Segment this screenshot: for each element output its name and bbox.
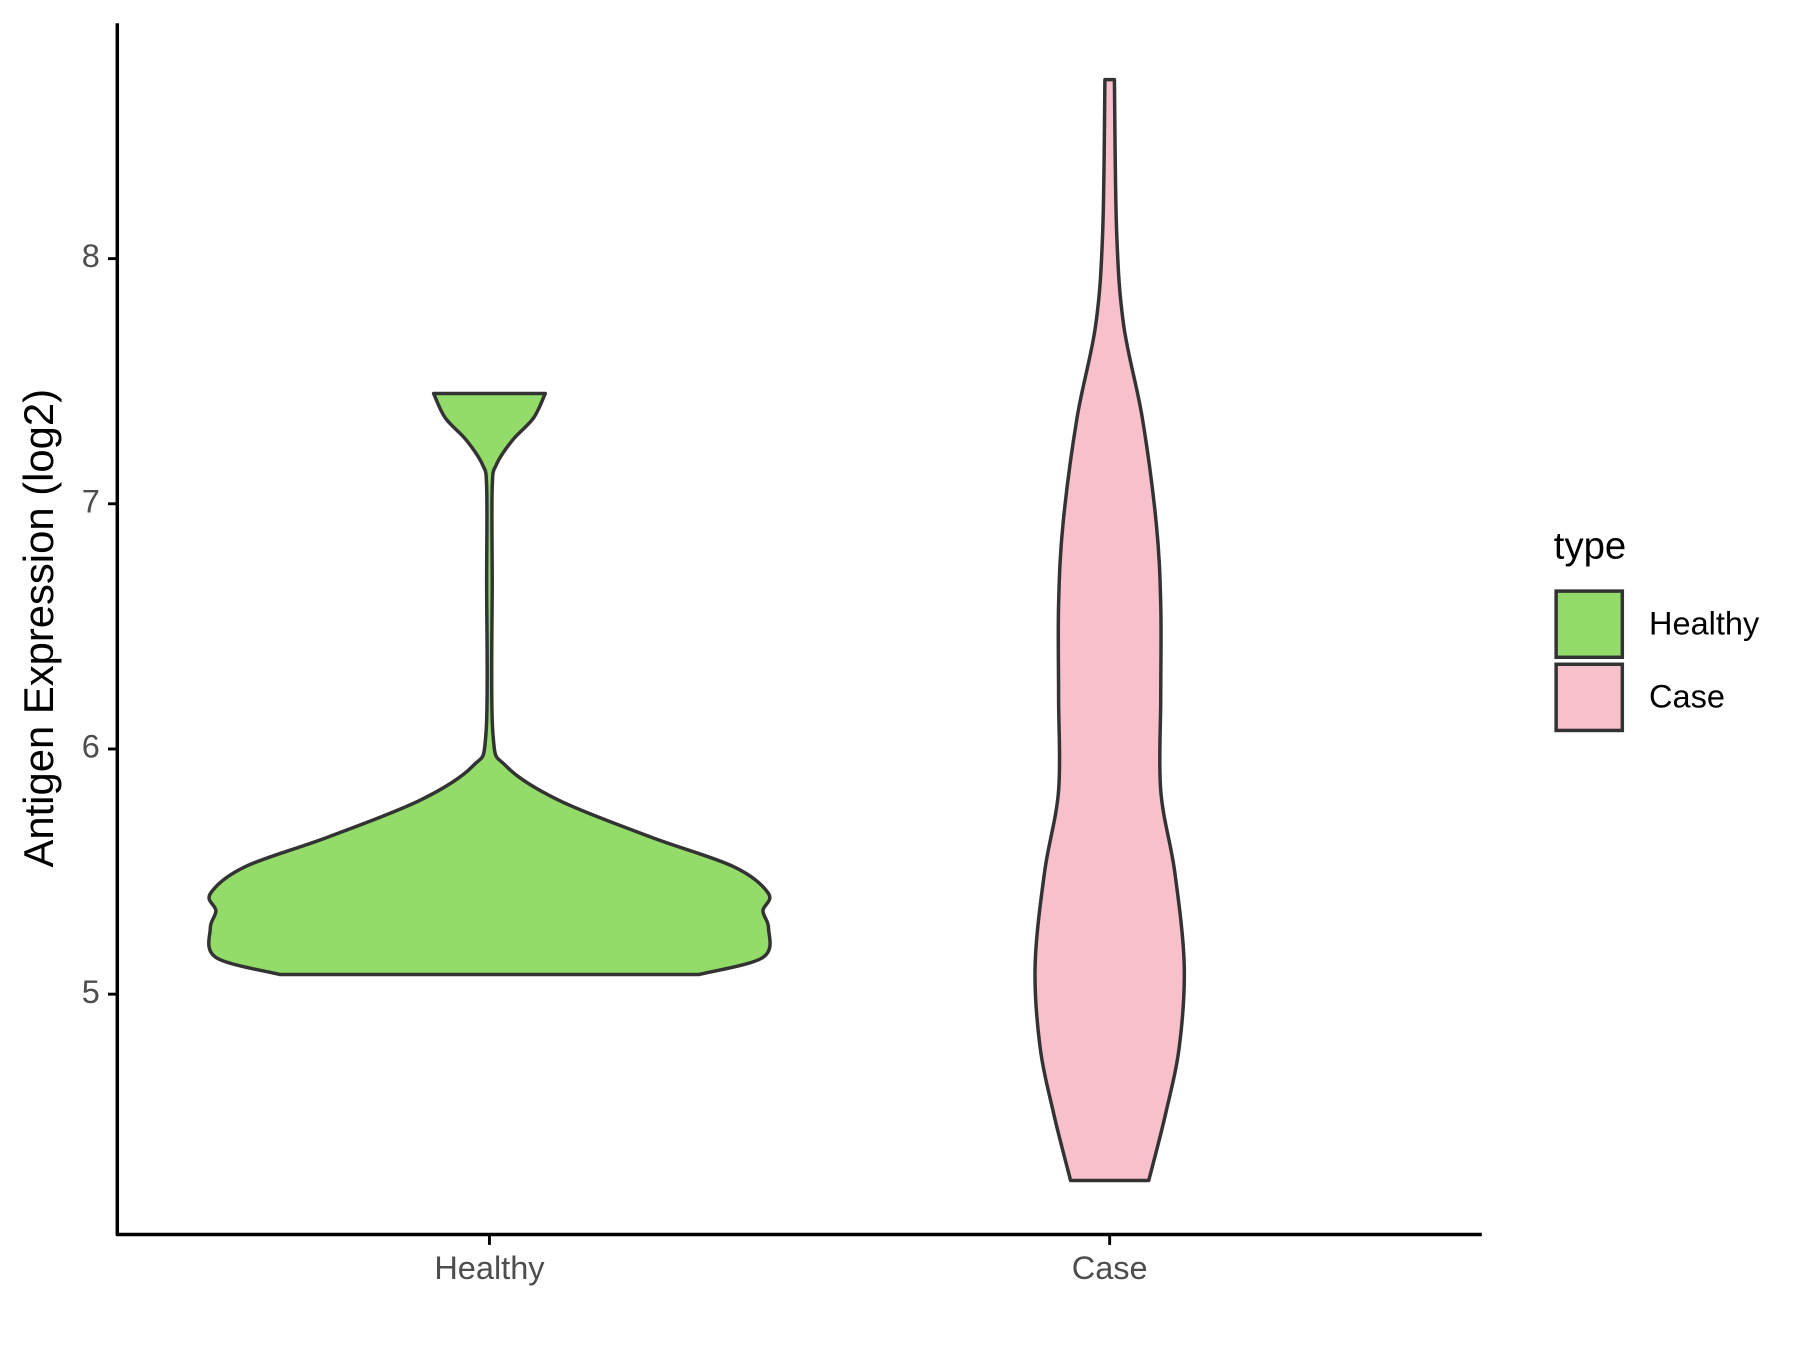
legend-key [1554, 662, 1625, 733]
legend-key [1554, 589, 1625, 660]
y-tick-label: 8 [82, 238, 100, 274]
y-axis-title: Antigen Expression (log2) [15, 389, 62, 868]
violin [207, 391, 772, 977]
y-tick-label: 5 [82, 974, 100, 1010]
legend-label: Healthy [1649, 606, 1760, 642]
legend-title: type [1554, 524, 1626, 567]
x-tick-label: Healthy [434, 1250, 545, 1286]
y-tick-label: 6 [82, 729, 100, 765]
violin [1033, 77, 1187, 1183]
x-tick-label: Case [1072, 1250, 1148, 1286]
legend-label: Case [1649, 679, 1725, 715]
y-tick-label: 7 [82, 483, 100, 519]
